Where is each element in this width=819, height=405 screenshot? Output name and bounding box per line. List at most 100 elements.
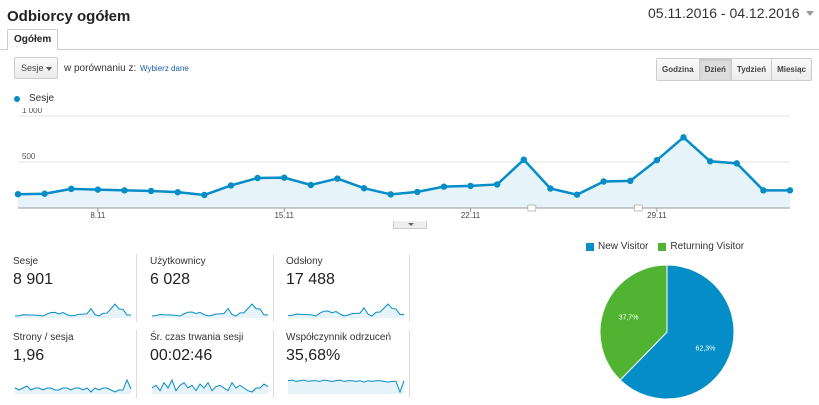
metric-select-label: Sesje [21, 63, 44, 73]
data-point[interactable] [334, 175, 341, 182]
annotation-marker[interactable] [633, 204, 643, 212]
x-tick-label: 15.11 [274, 211, 294, 220]
data-point[interactable] [387, 191, 394, 198]
data-point[interactable] [41, 190, 48, 197]
data-point[interactable] [201, 191, 208, 199]
sparkline [14, 303, 131, 318]
data-point[interactable] [440, 183, 448, 190]
pie-slice-label: 37,7% [619, 314, 639, 321]
data-point[interactable] [360, 185, 368, 192]
data-point[interactable] [760, 187, 767, 194]
granularity-month-button[interactable]: Miesiąc [772, 59, 811, 80]
data-point[interactable] [467, 182, 474, 190]
data-point[interactable] [307, 181, 315, 189]
data-point[interactable] [653, 156, 661, 164]
data-point[interactable] [147, 187, 155, 195]
data-point[interactable] [281, 174, 288, 181]
sparkline [287, 379, 405, 394]
sparkline-area [15, 304, 131, 318]
sparkline [151, 303, 268, 318]
legend-item-new-visitor[interactable]: New Visitor [586, 241, 648, 252]
data-point[interactable] [706, 158, 714, 165]
data-point[interactable] [627, 177, 634, 185]
data-point[interactable] [573, 191, 581, 198]
x-tick-label: 29.11 [647, 211, 667, 220]
series-color-dot [14, 95, 20, 102]
granularity-week-button[interactable]: Tydzień [731, 59, 773, 80]
data-point[interactable] [254, 174, 261, 182]
metric-value: 8 901 [13, 271, 54, 288]
data-point[interactable] [94, 186, 102, 193]
granularity-day-button[interactable]: Dzień [699, 59, 732, 80]
sparkline [14, 378, 132, 394]
x-tick-label: 8.11 [90, 211, 106, 220]
chart-resize-handle[interactable] [393, 221, 427, 229]
visitor-type-pie-chart[interactable]: 62,3% 37,7% [590, 262, 740, 402]
tab-bar-divider [0, 49, 819, 50]
compare-label: w porównaniu z: [64, 63, 137, 74]
metric-label: Odsłony [286, 256, 323, 267]
sparkline-line [287, 303, 404, 317]
date-range-label: 05.11.2016 - 04.12.2016 [648, 5, 800, 21]
sparkline-area [15, 380, 131, 394]
metric-tile[interactable]: Użytkownicy 6 028 [150, 254, 274, 322]
metric-tile[interactable]: Współczynnik odrzuceń 35,68% [286, 330, 410, 398]
annotation-marker[interactable] [527, 204, 537, 212]
legend-series-name: Sesje [29, 93, 55, 104]
date-range-picker[interactable]: 05.11.2016 - 04.12.2016 [648, 5, 814, 21]
legend-label: New Visitor [598, 241, 649, 252]
y-tick-label: 1 000 [22, 108, 43, 115]
chevron-down-icon [408, 223, 414, 226]
sparkline-line [14, 378, 132, 393]
data-point[interactable] [414, 188, 421, 196]
data-point[interactable] [174, 188, 181, 196]
metric-tile[interactable]: Odsłony 17 488 [286, 254, 410, 322]
sparkline-line [287, 379, 405, 394]
data-point[interactable] [14, 191, 22, 198]
metric-tile[interactable]: Śr. czas trwania sesji 00:02:46 [150, 330, 274, 398]
data-point[interactable] [547, 185, 554, 192]
sessions-chart[interactable]: 1 000 500 8.11 15.11 22.11 29.11 [0, 108, 819, 223]
data-point[interactable] [493, 181, 501, 188]
metric-value: 1,96 [13, 347, 45, 364]
x-tick-label: 22.11 [461, 211, 481, 220]
data-point[interactable] [680, 134, 687, 141]
metric-value: 00:02:46 [150, 347, 213, 364]
y-tick-label: 500 [22, 152, 36, 161]
legend-swatch [658, 242, 667, 251]
sparkline-line [151, 303, 268, 317]
series-line [17, 135, 790, 197]
legend-item-returning-visitor[interactable]: Returning Visitor [658, 241, 744, 252]
legend-label: Returning Visitor [670, 241, 745, 252]
chevron-down-icon [805, 10, 814, 16]
metric-label: Strony / sesja [13, 332, 74, 343]
data-point[interactable] [786, 187, 794, 194]
metric-label: Śr. czas trwania sesji [150, 332, 244, 343]
data-point[interactable] [520, 156, 527, 163]
legend-swatch [586, 242, 594, 251]
sparkline-area [288, 380, 404, 394]
sparkline-line [14, 303, 131, 317]
metric-label: Użytkownicy [150, 256, 206, 267]
pie-slice[interactable] [619, 264, 735, 400]
sparkline [151, 378, 269, 394]
sparkline-area [288, 304, 404, 318]
data-point[interactable] [121, 187, 128, 194]
data-point[interactable] [600, 178, 607, 185]
sparkline-area [152, 304, 268, 318]
metric-value: 35,68% [286, 347, 341, 364]
tab-overview[interactable]: Ogółem [7, 29, 59, 50]
metric-value: 17 488 [286, 271, 335, 288]
granularity-hour-button[interactable]: Godzina [657, 59, 700, 80]
metric-tile[interactable]: Sesje 8 901 [13, 254, 137, 322]
metric-value: 6 028 [150, 271, 191, 288]
metric-tile[interactable]: Strony / sesja 1,96 [13, 330, 137, 398]
chart-legend: Sesje [14, 93, 54, 104]
data-point[interactable] [68, 185, 75, 193]
data-point[interactable] [733, 160, 740, 167]
select-metric-link[interactable]: Wybierz dane [140, 64, 189, 73]
pie-slice[interactable] [599, 264, 668, 381]
metric-select[interactable]: Sesje [14, 57, 58, 79]
pie-slice-label: 62,3% [696, 346, 716, 353]
data-point[interactable] [227, 182, 235, 189]
